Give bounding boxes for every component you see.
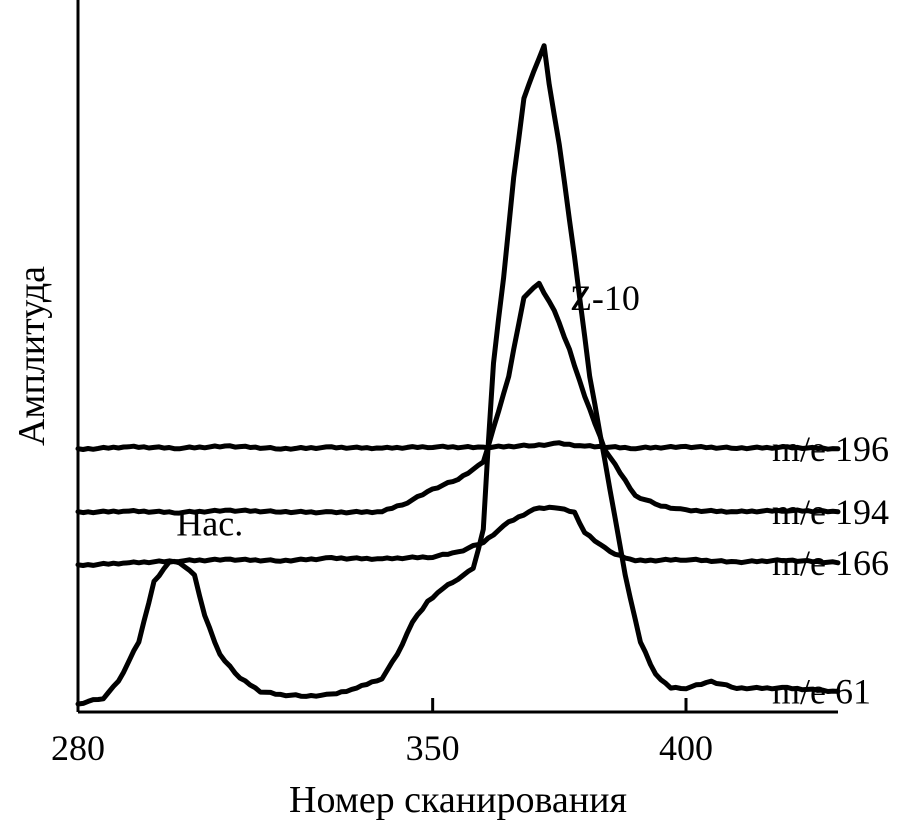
x-tick-label: 350 [406,728,460,768]
series-label: m/e 194 [772,492,889,532]
series-label: m/e 61 [772,671,871,711]
axes [76,0,838,714]
traces [75,43,841,707]
y-axis-title: Амплитуда [11,266,53,446]
x-tick-label: 280 [51,728,105,768]
series-label: m/e 196 [772,429,889,469]
series-line-m-e-61 [75,43,841,707]
series-line-m-e-196 [75,440,841,452]
annotation-label: Нас. [176,504,243,544]
annotations: Z-10 Нас. [176,278,640,543]
series-label: m/e 166 [772,543,889,583]
series-line-m-e-166 [75,504,841,568]
annotation-label: Z-10 [570,278,640,318]
x-axis-title: Номер сканирования [289,779,627,821]
x-tick-label: 400 [659,728,713,768]
series-line-m-e-194 [75,280,841,516]
x-ticks: 280 350 400 [51,698,713,768]
series-labels: m/e 196 m/e 194 m/e 166 m/e 61 [772,429,889,712]
